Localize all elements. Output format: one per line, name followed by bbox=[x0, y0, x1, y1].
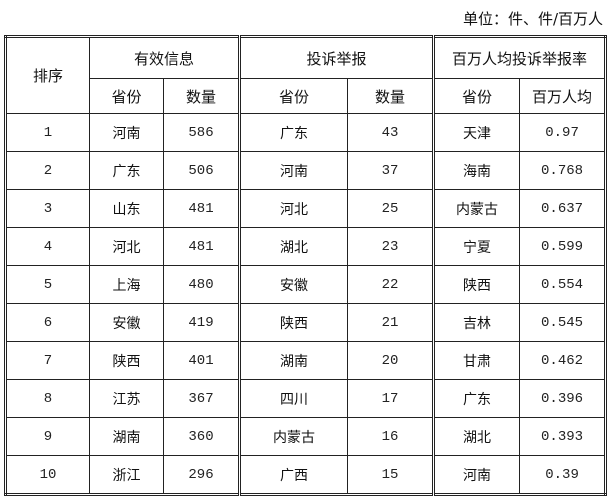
province-cell: 湖南 bbox=[238, 341, 349, 380]
count-cell: 25 bbox=[347, 189, 435, 228]
province-cell: 广东 bbox=[89, 151, 164, 190]
count-cell: 15 bbox=[347, 455, 435, 495]
count-cell: 17 bbox=[347, 379, 435, 418]
rank-cell: 4 bbox=[5, 227, 90, 266]
province-cell: 海南 bbox=[432, 151, 521, 190]
header-count: 数量 bbox=[347, 78, 435, 114]
rate-cell: 0.637 bbox=[519, 189, 607, 228]
table-row: 5 上海 480 安徽 22 陕西 0.554 bbox=[5, 265, 607, 304]
unit-label: 单位：件、件/百万人 bbox=[462, 10, 603, 28]
header-per-million-rate: 百万人均投诉举报率 bbox=[432, 36, 607, 79]
count-cell: 21 bbox=[347, 303, 435, 342]
count-cell: 22 bbox=[347, 265, 435, 304]
header-valid-info: 有效信息 bbox=[88, 36, 241, 79]
rank-cell: 7 bbox=[5, 341, 90, 380]
province-cell: 安徽 bbox=[238, 265, 349, 304]
province-cell: 河南 bbox=[432, 455, 521, 495]
table-row: 2 广东 506 河南 37 海南 0.768 bbox=[5, 151, 607, 190]
province-cell: 天津 bbox=[432, 113, 521, 152]
rank-cell: 1 bbox=[5, 113, 90, 152]
province-cell: 内蒙古 bbox=[238, 417, 349, 456]
header-complaints: 投诉举报 bbox=[238, 36, 435, 79]
table-row: 9 湖南 360 内蒙古 16 湖北 0.393 bbox=[5, 417, 607, 456]
province-cell: 湖北 bbox=[432, 417, 521, 456]
table-row: 1 河南 586 广东 43 天津 0.97 bbox=[5, 113, 607, 152]
rank-cell: 8 bbox=[5, 379, 90, 418]
rate-cell: 0.97 bbox=[519, 113, 607, 152]
table-row: 8 江苏 367 四川 17 广东 0.396 bbox=[5, 379, 607, 418]
header-province: 省份 bbox=[238, 78, 349, 114]
count-cell: 296 bbox=[162, 455, 241, 495]
header-rank: 排序 bbox=[5, 36, 90, 114]
count-cell: 23 bbox=[347, 227, 435, 266]
province-cell: 河北 bbox=[238, 189, 349, 228]
province-cell: 河南 bbox=[238, 151, 349, 190]
province-cell: 安徽 bbox=[89, 303, 164, 342]
rank-cell: 2 bbox=[5, 151, 90, 190]
rate-cell: 0.393 bbox=[519, 417, 607, 456]
ranking-table: 排序 有效信息 投诉举报 百万人均投诉举报率 省份 数量 省份 数量 省份 百万… bbox=[4, 35, 608, 496]
province-cell: 河北 bbox=[89, 227, 164, 266]
rate-cell: 0.768 bbox=[519, 151, 607, 190]
table-row: 4 河北 481 湖北 23 宁夏 0.599 bbox=[5, 227, 607, 266]
rank-cell: 9 bbox=[5, 417, 90, 456]
province-cell: 浙江 bbox=[89, 455, 164, 495]
province-cell: 吉林 bbox=[432, 303, 521, 342]
province-cell: 四川 bbox=[238, 379, 349, 418]
province-cell: 湖北 bbox=[238, 227, 349, 266]
count-cell: 481 bbox=[162, 227, 241, 266]
province-cell: 陕西 bbox=[89, 341, 164, 380]
province-cell: 河南 bbox=[89, 113, 164, 152]
count-cell: 481 bbox=[162, 189, 241, 228]
province-cell: 山东 bbox=[89, 189, 164, 228]
header-row-1: 排序 有效信息 投诉举报 百万人均投诉举报率 bbox=[5, 36, 607, 114]
province-cell: 广东 bbox=[238, 113, 349, 152]
rank-cell: 3 bbox=[5, 189, 90, 228]
count-cell: 43 bbox=[347, 113, 435, 152]
province-cell: 江苏 bbox=[89, 379, 164, 418]
rate-cell: 0.396 bbox=[519, 379, 607, 418]
province-cell: 陕西 bbox=[238, 303, 349, 342]
rank-cell: 6 bbox=[5, 303, 90, 342]
table-row: 7 陕西 401 湖南 20 甘肃 0.462 bbox=[5, 341, 607, 380]
rank-cell: 5 bbox=[5, 265, 90, 304]
rate-cell: 0.599 bbox=[519, 227, 607, 266]
header-row-2: 省份 数量 省份 数量 省份 百万人均 bbox=[6, 78, 607, 114]
province-cell: 宁夏 bbox=[432, 227, 521, 266]
rank-cell: 10 bbox=[5, 455, 90, 495]
province-cell: 湖南 bbox=[89, 417, 164, 456]
count-cell: 419 bbox=[162, 303, 241, 342]
count-cell: 360 bbox=[162, 417, 241, 456]
rate-cell: 0.462 bbox=[519, 341, 607, 380]
count-cell: 480 bbox=[162, 265, 241, 304]
header-province: 省份 bbox=[89, 78, 164, 114]
count-cell: 37 bbox=[347, 151, 435, 190]
rate-cell: 0.545 bbox=[519, 303, 607, 342]
header-province: 省份 bbox=[432, 78, 521, 114]
rate-cell: 0.39 bbox=[519, 455, 607, 495]
count-cell: 586 bbox=[162, 113, 241, 152]
count-cell: 506 bbox=[162, 151, 241, 190]
table-row: 10 浙江 296 广西 15 河南 0.39 bbox=[5, 455, 607, 495]
province-cell: 上海 bbox=[89, 265, 164, 304]
province-cell: 甘肃 bbox=[432, 341, 521, 380]
count-cell: 16 bbox=[347, 417, 435, 456]
header-per-million: 百万人均 bbox=[519, 78, 607, 114]
table-row: 3 山东 481 河北 25 内蒙古 0.637 bbox=[5, 189, 607, 228]
rate-cell: 0.554 bbox=[519, 265, 607, 304]
table-row: 6 安徽 419 陕西 21 吉林 0.545 bbox=[5, 303, 607, 342]
province-cell: 陕西 bbox=[432, 265, 521, 304]
header-count: 数量 bbox=[162, 78, 241, 114]
count-cell: 20 bbox=[347, 341, 435, 380]
province-cell: 广西 bbox=[238, 455, 349, 495]
province-cell: 广东 bbox=[432, 379, 521, 418]
count-cell: 401 bbox=[162, 341, 241, 380]
count-cell: 367 bbox=[162, 379, 241, 418]
province-cell: 内蒙古 bbox=[432, 189, 521, 228]
